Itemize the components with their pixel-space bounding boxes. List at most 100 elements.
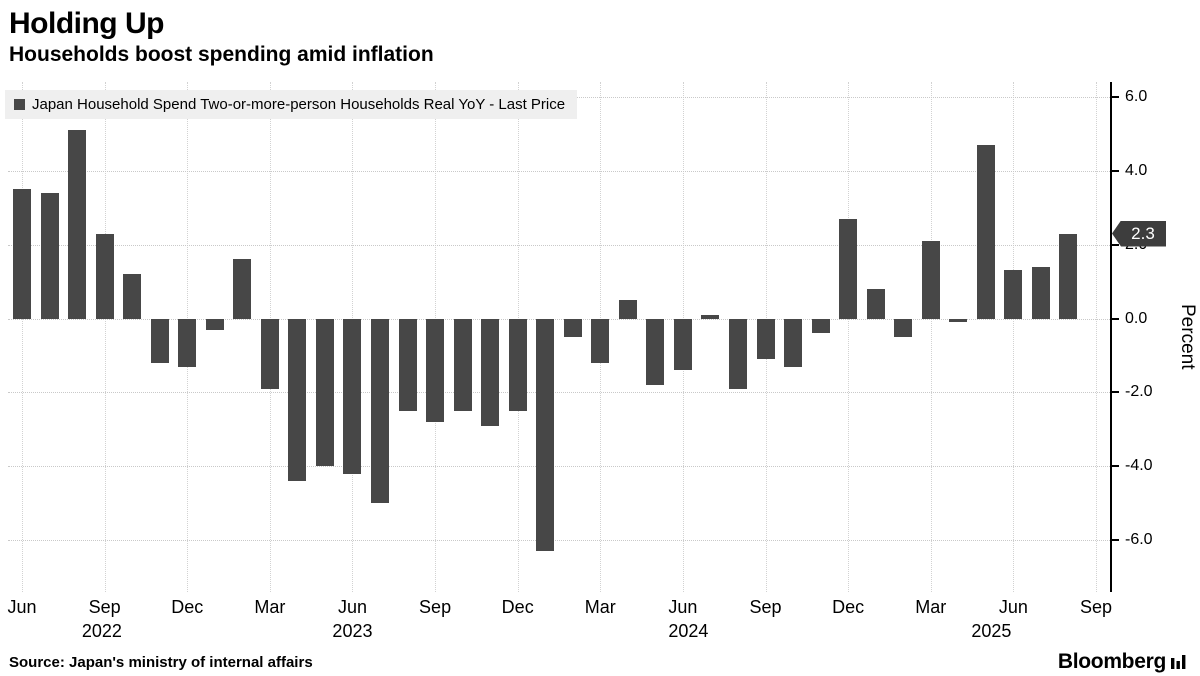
horizontal-gridline bbox=[8, 392, 1110, 394]
y-axis-tick bbox=[1110, 465, 1119, 468]
bar bbox=[949, 318, 968, 323]
horizontal-gridline bbox=[8, 318, 1110, 320]
y-axis-tick bbox=[1110, 539, 1119, 542]
x-axis-month-label: Sep bbox=[88, 597, 121, 617]
x-axis-month-label: Mar bbox=[915, 597, 947, 617]
legend: Japan Household Spend Two-or-more-person… bbox=[5, 90, 578, 119]
bar bbox=[288, 318, 307, 482]
x-axis: Jun Sep Dec Mar Jun Sep Dec Mar Jun Sep Dec Mar Jun S… bbox=[0, 592, 1200, 646]
x-axis-year-label: 2023 bbox=[332, 621, 373, 641]
bar bbox=[618, 300, 637, 319]
last-price-value: 2.3 bbox=[1131, 223, 1155, 243]
bar bbox=[68, 130, 87, 319]
bar bbox=[13, 189, 31, 319]
bar bbox=[398, 318, 417, 411]
y-axis-title: Percent bbox=[1177, 304, 1198, 370]
bloomberg-logo: Bloomberg bbox=[1058, 650, 1186, 674]
x-axis-year-label: 2022 bbox=[81, 621, 122, 641]
bar bbox=[315, 318, 334, 467]
vertical-gridline bbox=[104, 82, 106, 592]
bar bbox=[811, 318, 830, 334]
y-axis-tick-label: 4.0 bbox=[1125, 161, 1148, 179]
bar bbox=[701, 314, 720, 319]
chart-area: Japan Household Spend Two-or-more-person… bbox=[0, 82, 1200, 592]
y-axis-tick bbox=[1110, 95, 1119, 98]
x-axis-month-label: Jun bbox=[668, 597, 698, 617]
bar bbox=[921, 240, 940, 319]
bar bbox=[205, 318, 224, 330]
bar bbox=[481, 318, 500, 426]
bar bbox=[95, 233, 114, 319]
plot-area bbox=[8, 82, 1110, 592]
vertical-gridline bbox=[1096, 82, 1097, 592]
chart-subtitle: Households boost spending amid inflation bbox=[9, 43, 434, 66]
x-axis-month-label: Dec bbox=[171, 597, 204, 617]
bar bbox=[1059, 233, 1078, 319]
x-axis-month-label: Jun bbox=[337, 597, 367, 617]
bar bbox=[233, 259, 252, 319]
bar bbox=[426, 318, 445, 422]
bar bbox=[784, 318, 803, 367]
bar bbox=[371, 318, 389, 504]
bar bbox=[839, 218, 858, 319]
bar bbox=[343, 318, 362, 474]
bar bbox=[729, 318, 747, 389]
bar bbox=[756, 318, 775, 360]
legend-label: Japan Household Spend Two-or-more-person… bbox=[32, 96, 566, 113]
bloomberg-logo-icon bbox=[1171, 654, 1186, 670]
horizontal-gridline bbox=[8, 540, 1110, 542]
bar bbox=[591, 318, 610, 363]
x-axis-month-label: Mar bbox=[254, 597, 286, 617]
bar bbox=[40, 192, 59, 319]
x-axis-month-label: Dec bbox=[832, 597, 865, 617]
bar bbox=[508, 318, 527, 411]
last-price-badge: 2.3 bbox=[1112, 220, 1166, 247]
x-axis-month-label: Sep bbox=[419, 597, 452, 617]
x-axis-month-label: Dec bbox=[501, 597, 534, 617]
chart-footer: Source: Japan's ministry of internal aff… bbox=[0, 646, 1200, 676]
vertical-gridline bbox=[930, 82, 932, 592]
horizontal-gridline bbox=[8, 244, 1110, 246]
x-axis-month-label: Sep bbox=[749, 597, 782, 617]
bar bbox=[646, 318, 665, 386]
bar bbox=[260, 318, 279, 389]
x-axis-month-label: Mar bbox=[584, 597, 616, 617]
bar bbox=[453, 318, 472, 411]
bar bbox=[178, 318, 197, 367]
bar bbox=[563, 318, 582, 337]
horizontal-gridline bbox=[8, 170, 1110, 172]
y-axis-line bbox=[1110, 82, 1112, 592]
bar bbox=[976, 144, 995, 319]
vertical-gridline bbox=[848, 82, 850, 592]
x-axis-month-label: Sep bbox=[1079, 597, 1113, 617]
x-axis-year-label: 2024 bbox=[668, 621, 709, 641]
x-axis-year-label: 2025 bbox=[971, 621, 1012, 641]
x-axis-month-label: Jun bbox=[998, 597, 1028, 617]
bar bbox=[536, 318, 555, 552]
y-axis-tick bbox=[1110, 317, 1119, 320]
y-axis-tick bbox=[1110, 169, 1119, 172]
bar bbox=[1004, 270, 1023, 319]
y-axis-tick-label: -2.0 bbox=[1125, 383, 1153, 401]
bar bbox=[673, 318, 692, 371]
y-axis-tick bbox=[1110, 243, 1119, 246]
y-axis-tick-label: 6.0 bbox=[1125, 87, 1148, 105]
bar bbox=[150, 318, 169, 363]
horizontal-gridline bbox=[8, 466, 1110, 468]
bar bbox=[866, 288, 885, 319]
y-axis-tick-label: -4.0 bbox=[1125, 457, 1153, 475]
source-note: Source: Japan's ministry of internal aff… bbox=[9, 653, 313, 671]
y-axis-tick bbox=[1110, 391, 1119, 394]
bar bbox=[123, 274, 142, 319]
bar bbox=[894, 318, 913, 337]
bloomberg-wordmark: Bloomberg bbox=[1057, 650, 1166, 673]
y-axis-tick-label: 0.0 bbox=[1125, 309, 1148, 327]
bar bbox=[1031, 266, 1050, 319]
y-axis-tick-label: -6.0 bbox=[1125, 531, 1153, 549]
vertical-gridline bbox=[22, 82, 23, 592]
chart-header: Holding Up Households boost spending ami… bbox=[0, 0, 1200, 67]
vertical-gridline bbox=[1013, 82, 1015, 592]
x-axis-month-label: Jun bbox=[7, 597, 37, 617]
legend-swatch-icon bbox=[14, 99, 25, 110]
